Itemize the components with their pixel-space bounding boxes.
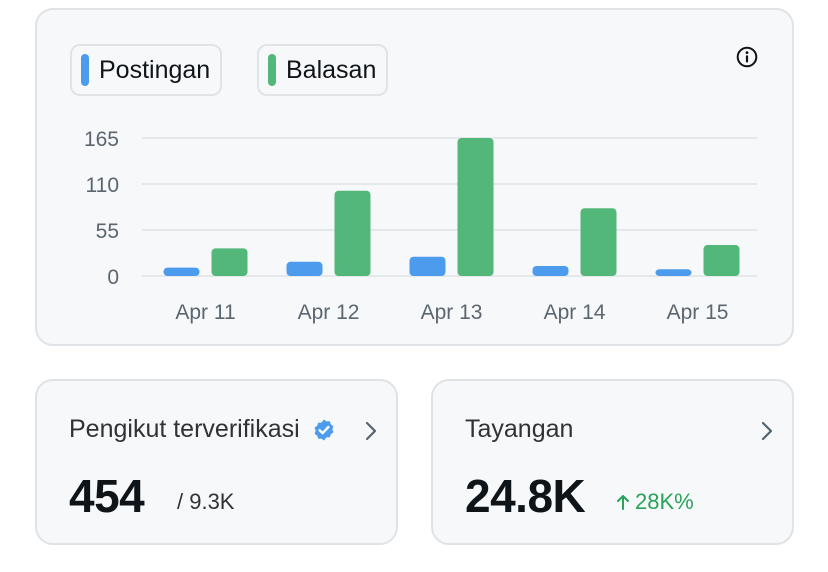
posts-bar <box>286 261 323 276</box>
x-tick-label: Apr 15 <box>667 301 729 324</box>
replies-bar <box>457 138 494 276</box>
x-tick-label: Apr 13 <box>421 301 483 324</box>
legend-replies-chip[interactable]: Balasan <box>257 44 389 96</box>
impressions-change-value: 28K% <box>635 489 694 514</box>
x-tick-label: Apr 14 <box>544 301 606 324</box>
impressions-title: Tayangan <box>465 415 573 444</box>
replies-bar <box>703 245 740 276</box>
verified-followers-value: 454 <box>69 470 145 522</box>
impressions-change: 28K% <box>616 489 694 515</box>
x-tick-label: Apr 12 <box>298 301 360 324</box>
y-tick-label: 110 <box>86 174 119 197</box>
posts-bar <box>655 269 692 276</box>
impressions-value: 24.8K <box>465 470 586 522</box>
impressions-label: Tayangan <box>465 415 574 443</box>
bar-chart: 0 55 110 165 Apr 11 Apr 12 Apr 13 Apr 14 Apr 15 <box>84 128 757 324</box>
replies-bar <box>211 248 248 276</box>
impressions-card[interactable]: Tayangan 24.8K 28K% <box>431 379 794 545</box>
posts-bar <box>532 265 569 276</box>
legend-replies-label: Balasan <box>286 55 377 84</box>
y-tick-label: 165 <box>84 128 119 151</box>
verified-followers-label: Pengikut terverifikasi <box>69 415 300 443</box>
verified-followers-title: Pengikut terverifikasi <box>69 415 336 444</box>
verified-badge-icon <box>314 419 334 440</box>
chevron-right-icon[interactable] <box>760 420 774 442</box>
replies-swatch <box>268 54 276 86</box>
posts-swatch <box>81 54 89 86</box>
replies-bar <box>580 208 617 276</box>
posts-bar <box>163 267 200 276</box>
arrow-up-icon <box>617 495 629 510</box>
chevron-right-icon[interactable] <box>364 420 378 442</box>
verified-followers-total: / 9.3K <box>177 489 235 514</box>
x-tick-label: Apr 11 <box>175 301 235 324</box>
legend-posts-label: Postingan <box>99 55 211 84</box>
y-tick-label: 0 <box>107 266 119 289</box>
info-icon[interactable] <box>736 46 758 68</box>
legend-posts-chip[interactable]: Postingan <box>70 44 223 96</box>
replies-bar <box>334 190 371 276</box>
verified-followers-card[interactable]: Pengikut terverifikasi 454 / 9.3K <box>35 379 398 545</box>
posts-bar <box>409 256 446 276</box>
activity-chart-card: 0 55 110 165 Apr 11 Apr 12 Apr 13 Apr 14 Apr 15 … <box>35 8 794 346</box>
y-tick-label: 55 <box>96 220 119 243</box>
